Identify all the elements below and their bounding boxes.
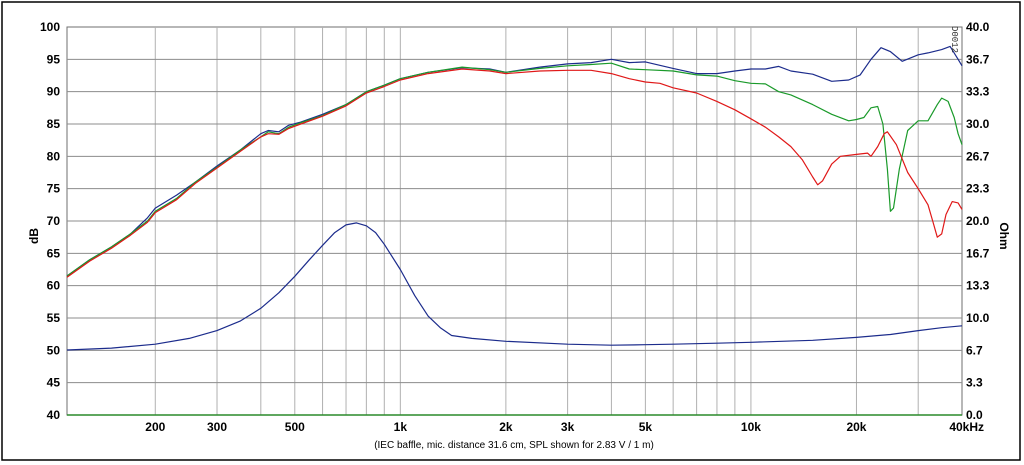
y-left-axis-label: dB	[27, 228, 41, 244]
x-tick-label: 10k	[741, 420, 761, 434]
stamp: D0012	[949, 26, 959, 53]
y-right-tick-label: 6.7	[966, 343, 983, 357]
x-tick-label: 500	[285, 420, 305, 434]
x-tick-label: 1k	[394, 420, 408, 434]
tick-labels: 40 45 50 55 60 65 70 75 80 85 90 95 100 0.0 3.3 6.7 10.0…	[40, 20, 990, 434]
y-right-tick-label: 23.3	[966, 182, 990, 196]
x-tick-label: 2k	[499, 420, 513, 434]
y-left-tick-label: 90	[47, 85, 61, 99]
y-right-tick-label: 26.7	[966, 149, 990, 163]
y-right-tick-label: 3.3	[966, 376, 983, 390]
y-right-tick-label: 20.0	[966, 214, 990, 228]
y-left-tick-label: 95	[47, 52, 61, 66]
y-left-tick-label: 55	[47, 311, 61, 325]
x-tick-label: 300	[207, 420, 227, 434]
y-left-tick-label: 65	[47, 246, 61, 260]
y-left-tick-label: 85	[47, 117, 61, 131]
y-left-tick-label: 45	[47, 376, 61, 390]
caption: (IEC baffle, mic. distance 31.6 cm, SPL …	[374, 440, 654, 451]
y-left-tick-label: 100	[40, 20, 60, 34]
y-right-tick-label: 40.0	[966, 20, 990, 34]
y-right-tick-label: 13.3	[966, 279, 990, 293]
x-tick-label: 200	[145, 420, 165, 434]
y-right-tick-label: 0.0	[966, 408, 983, 422]
y-right-tick-label: 36.7	[966, 52, 990, 66]
grid	[66, 26, 963, 416]
series-line-blue-impedance	[66, 222, 963, 351]
x-tick-label: 40kHz	[949, 420, 984, 434]
y-left-tick-label: 75	[47, 182, 61, 196]
y-left-tick-label: 80	[47, 149, 61, 163]
y-right-tick-label: 33.3	[966, 85, 990, 99]
y-right-tick-label: 10.0	[966, 311, 990, 325]
x-tick-label: 20k	[846, 420, 866, 434]
series-line-red-spl	[66, 68, 963, 278]
y-left-tick-label: 70	[47, 214, 61, 228]
y-left-tick-label: 60	[47, 279, 61, 293]
y-right-tick-label: 30.0	[966, 117, 990, 131]
x-tick-label: 5k	[639, 420, 653, 434]
y-left-tick-label: 50	[47, 343, 61, 357]
series-group	[66, 45, 963, 351]
x-tick-label: 3k	[561, 420, 575, 434]
y-left-tick-label: 40	[47, 408, 61, 422]
y-right-axis-label: Ohm	[997, 222, 1011, 249]
y-right-tick-label: 16.7	[966, 246, 990, 260]
